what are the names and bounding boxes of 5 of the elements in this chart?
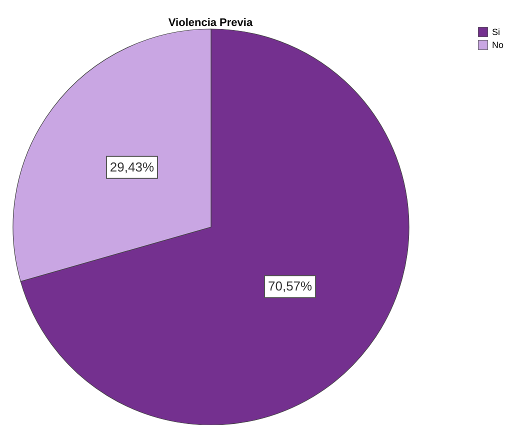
chart-title: Violencia Previa (168, 17, 254, 29)
data-label: 29,43% (110, 159, 154, 174)
legend-label: Si (492, 27, 500, 37)
legend-label: No (492, 40, 504, 50)
data-label: 70,57% (268, 278, 313, 294)
